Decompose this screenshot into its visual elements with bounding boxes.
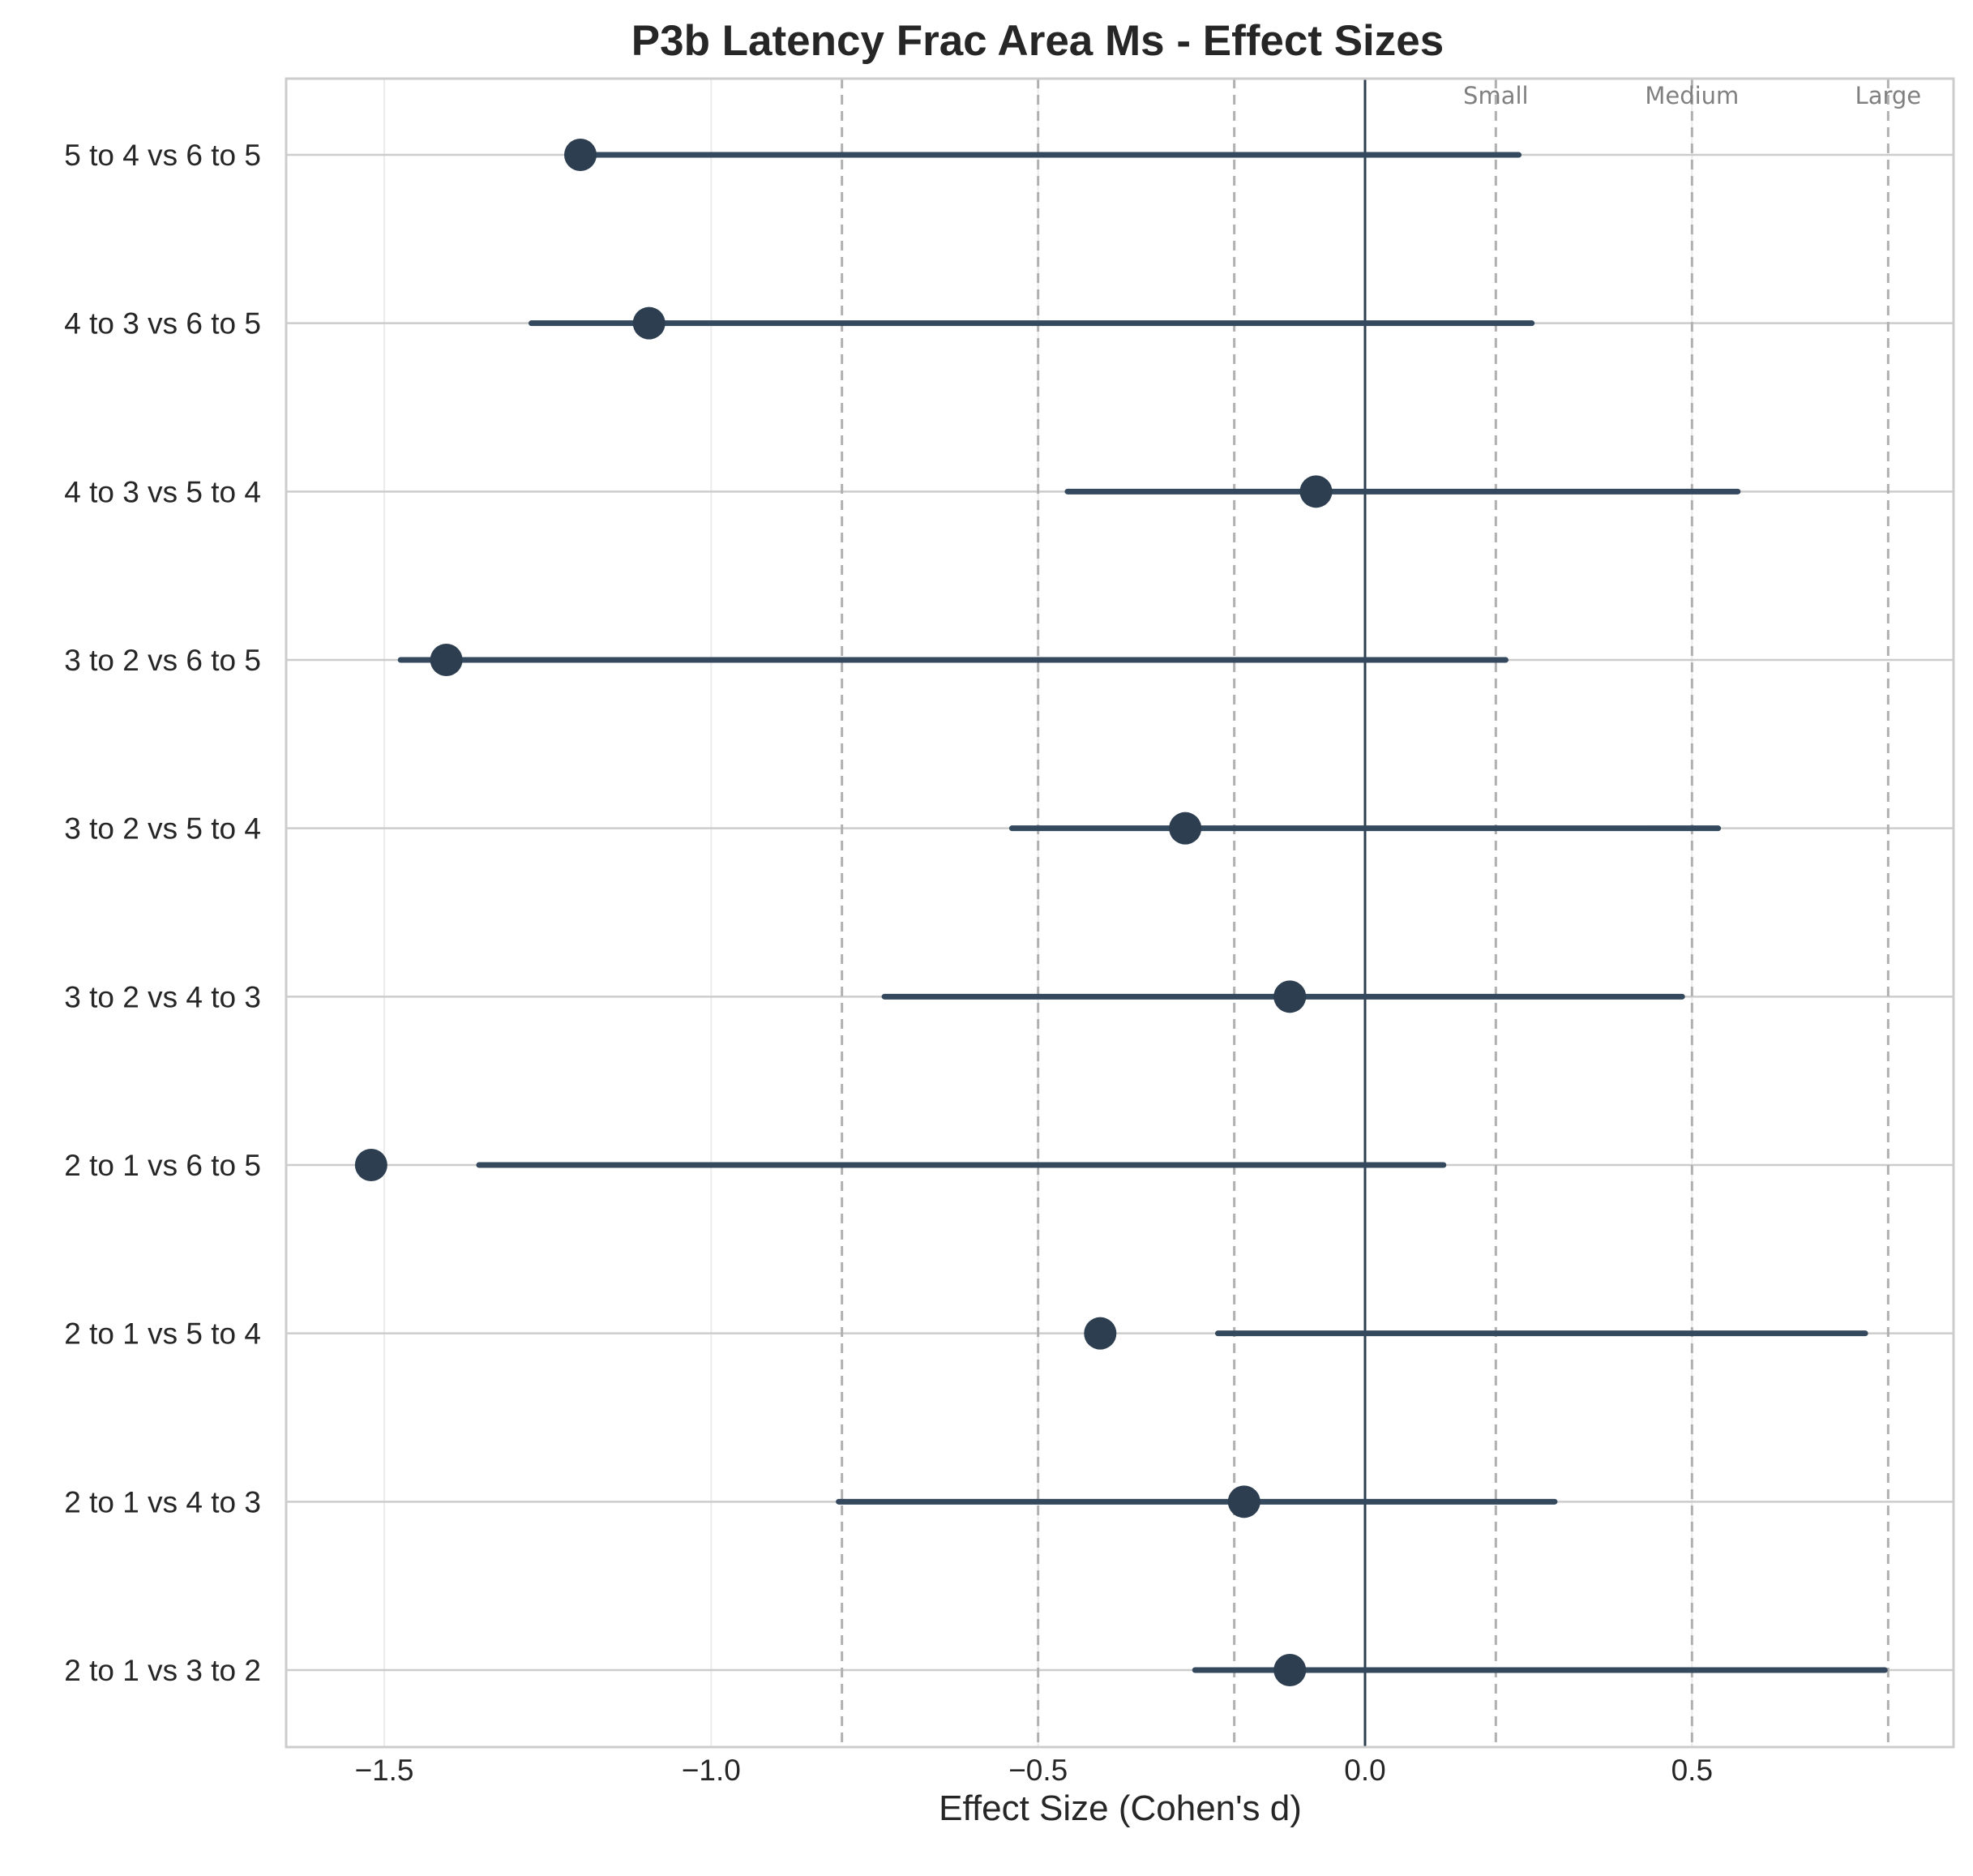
x-tick-label: −1.0 xyxy=(682,1754,741,1787)
y-tick-label: 2 to 1 vs 6 to 5 xyxy=(64,1149,261,1182)
effect-point xyxy=(354,1149,387,1181)
y-tick-label: 4 to 3 vs 5 to 4 xyxy=(64,475,261,508)
y-tick-label: 3 to 2 vs 5 to 4 xyxy=(64,812,261,846)
effect-point xyxy=(430,644,463,676)
reference-lines xyxy=(841,79,1890,1747)
plot-frame xyxy=(285,77,1955,1749)
x-axis-ticks: −1.5 −1.0 −0.5 0.0 0.5 xyxy=(354,1754,1713,1787)
y-tick-label: 2 to 1 vs 5 to 4 xyxy=(64,1317,261,1351)
effect-point xyxy=(1169,812,1202,845)
chart-title: P3b Latency Frac Area Ms - Effect Sizes xyxy=(631,17,1444,65)
y-tick-label: 2 to 1 vs 3 to 2 xyxy=(64,1654,261,1687)
effect-point xyxy=(632,306,666,340)
x-tick-label: 0.0 xyxy=(1344,1754,1385,1787)
reference-labels: Small Medium Large xyxy=(1463,82,1921,109)
effect-point xyxy=(1084,1317,1117,1350)
y-tick-label: 3 to 2 vs 4 to 3 xyxy=(64,980,261,1013)
reference-label: Small xyxy=(1463,82,1529,109)
confidence-intervals xyxy=(397,152,1888,1673)
x-tick-label: 0.5 xyxy=(1671,1754,1713,1787)
x-tick-label: −0.5 xyxy=(1008,1754,1068,1787)
y-tick-label: 4 to 3 vs 6 to 5 xyxy=(64,307,261,341)
effect-point xyxy=(1273,1654,1307,1686)
grid-layer xyxy=(286,79,1954,1747)
reference-label: Large xyxy=(1855,82,1922,109)
y-axis-ticks: 5 to 4 vs 6 to 5 4 to 3 vs 6 to 5 4 to 3 v… xyxy=(64,139,261,1687)
effect-points xyxy=(354,139,1333,1686)
effect-point xyxy=(1227,1485,1260,1518)
x-tick-label: −1.5 xyxy=(354,1754,413,1787)
effect-point xyxy=(564,139,597,171)
effect-point xyxy=(1273,980,1307,1013)
y-tick-label: 3 to 2 vs 6 to 5 xyxy=(64,644,261,677)
effect-point xyxy=(1299,475,1333,508)
y-tick-label: 5 to 4 vs 6 to 5 xyxy=(64,139,261,172)
reference-label: Medium xyxy=(1645,82,1739,109)
y-tick-label: 2 to 1 vs 4 to 3 xyxy=(64,1485,261,1518)
x-axis-label: Effect Size (Cohen's d) xyxy=(939,1788,1302,1828)
